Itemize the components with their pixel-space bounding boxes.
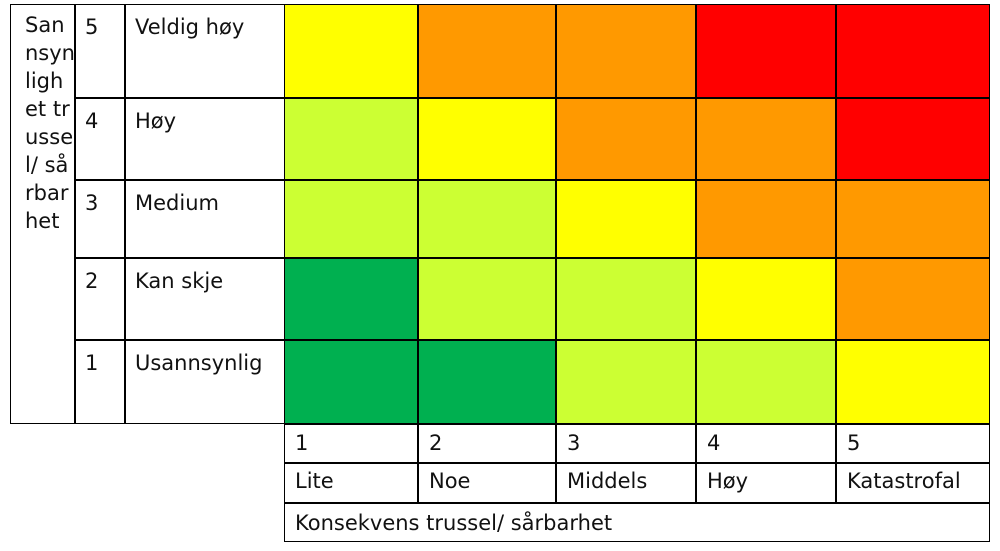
likelihood-number: 2 xyxy=(74,258,126,340)
consequence-number: 1 xyxy=(284,424,418,464)
risk-cell xyxy=(696,4,836,98)
risk-cell xyxy=(284,340,418,424)
consequence-label: Noe xyxy=(418,462,556,504)
consequence-label: Lite xyxy=(284,462,418,504)
risk-cell xyxy=(556,98,696,180)
likelihood-number: 3 xyxy=(74,180,126,258)
consequence-label: Høy xyxy=(696,462,836,504)
risk-cell xyxy=(696,98,836,180)
likelihood-label: Usannsynlig xyxy=(124,340,286,424)
likelihood-label: Medium xyxy=(124,180,286,258)
likelihood-label: Veldig høy xyxy=(124,4,286,98)
consequence-number: 5 xyxy=(836,424,990,464)
risk-cell xyxy=(418,4,556,98)
likelihood-label: Høy xyxy=(124,98,286,180)
likelihood-number: 1 xyxy=(74,340,126,424)
risk-cell xyxy=(556,180,696,258)
risk-cell xyxy=(556,340,696,424)
risk-cell xyxy=(696,258,836,340)
consequence-number: 2 xyxy=(418,424,556,464)
likelihood-number: 5 xyxy=(74,4,126,98)
consequence-number: 3 xyxy=(556,424,696,464)
consequence-label: Katastrofal xyxy=(836,462,990,504)
risk-cell xyxy=(696,340,836,424)
risk-cell xyxy=(418,180,556,258)
risk-cell xyxy=(836,98,990,180)
risk-cell xyxy=(556,258,696,340)
risk-cell xyxy=(418,258,556,340)
risk-cell xyxy=(556,4,696,98)
y-axis-label: Sannsynlighet trussel/ sårbarhet xyxy=(10,4,76,424)
consequence-number: 4 xyxy=(696,424,836,464)
risk-cell xyxy=(284,258,418,340)
risk-cell xyxy=(284,98,418,180)
x-axis-label: Konsekvens trussel/ sårbarhet xyxy=(284,502,990,542)
risk-cell xyxy=(284,4,418,98)
risk-cell xyxy=(836,4,990,98)
risk-cell xyxy=(836,258,990,340)
risk-cell xyxy=(418,98,556,180)
likelihood-number: 4 xyxy=(74,98,126,180)
risk-cell xyxy=(284,180,418,258)
risk-cell xyxy=(836,340,990,424)
consequence-label: Middels xyxy=(556,462,696,504)
likelihood-label: Kan skje xyxy=(124,258,286,340)
risk-cell xyxy=(418,340,556,424)
risk-cell xyxy=(836,180,990,258)
risk-cell xyxy=(696,180,836,258)
